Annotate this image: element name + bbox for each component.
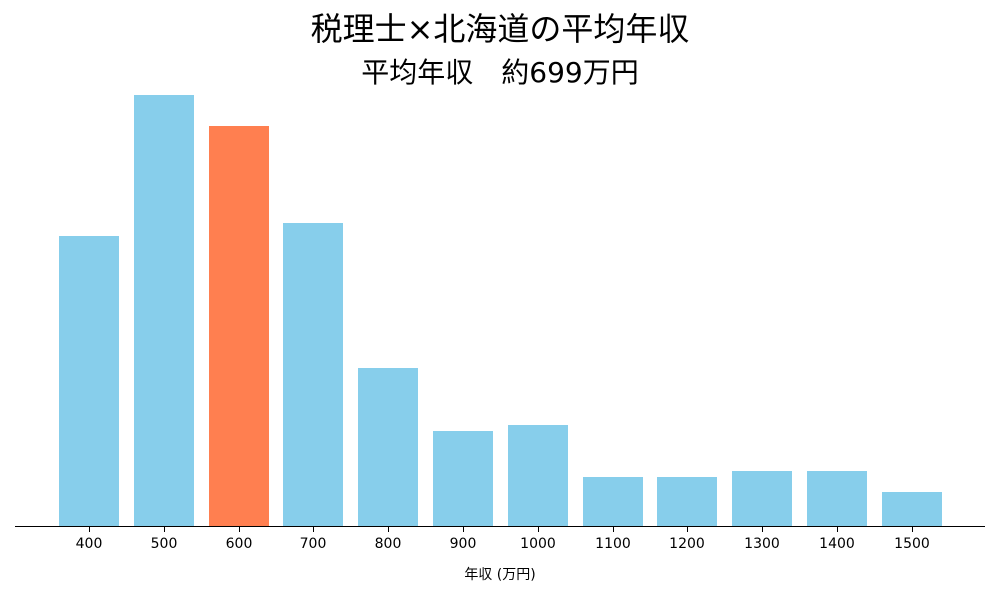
x-tick-label: 1500: [894, 536, 930, 552]
x-axis-line: [15, 526, 985, 527]
x-tick-1300: [762, 527, 763, 532]
x-tick-700: [313, 527, 314, 532]
x-axis-label: 年収 (万円): [464, 567, 536, 583]
x-tick-600: [239, 527, 240, 532]
bar-700: [283, 223, 343, 526]
x-tick-label: 1200: [669, 536, 705, 552]
bar-500: [134, 95, 194, 526]
x-tick-1400: [837, 527, 838, 532]
x-tick-1000: [538, 527, 539, 532]
bar-1500: [882, 492, 942, 526]
x-tick-label: 400: [75, 536, 103, 552]
bar-1400: [807, 471, 867, 526]
bar-1100: [583, 477, 643, 526]
bar-400: [59, 236, 119, 526]
x-tick-1500: [912, 527, 913, 532]
x-tick-label: 1100: [595, 536, 631, 552]
bar-1300: [732, 471, 792, 526]
x-tick-1100: [613, 527, 614, 532]
x-tick-label: 1000: [520, 536, 556, 552]
chart-title: 税理士×北海道の平均年収: [310, 10, 690, 48]
bar-600: [209, 126, 269, 526]
bar-900: [433, 431, 493, 526]
x-tick-400: [89, 527, 90, 532]
x-tick-label: 700: [299, 536, 327, 552]
chart-subtitle: 平均年収 約699万円: [361, 56, 639, 89]
bar-800: [358, 368, 418, 526]
x-tick-1200: [687, 527, 688, 532]
x-tick-label: 500: [150, 536, 178, 552]
x-tick-500: [164, 527, 165, 532]
x-tick-900: [463, 527, 464, 532]
x-tick-label: 1400: [819, 536, 855, 552]
bar-1200: [657, 477, 717, 526]
x-tick-label: 600: [225, 536, 253, 552]
x-tick-label: 900: [449, 536, 477, 552]
x-tick-label: 1300: [744, 536, 780, 552]
bar-1000: [508, 425, 568, 526]
x-tick-label: 800: [374, 536, 402, 552]
x-tick-800: [388, 527, 389, 532]
